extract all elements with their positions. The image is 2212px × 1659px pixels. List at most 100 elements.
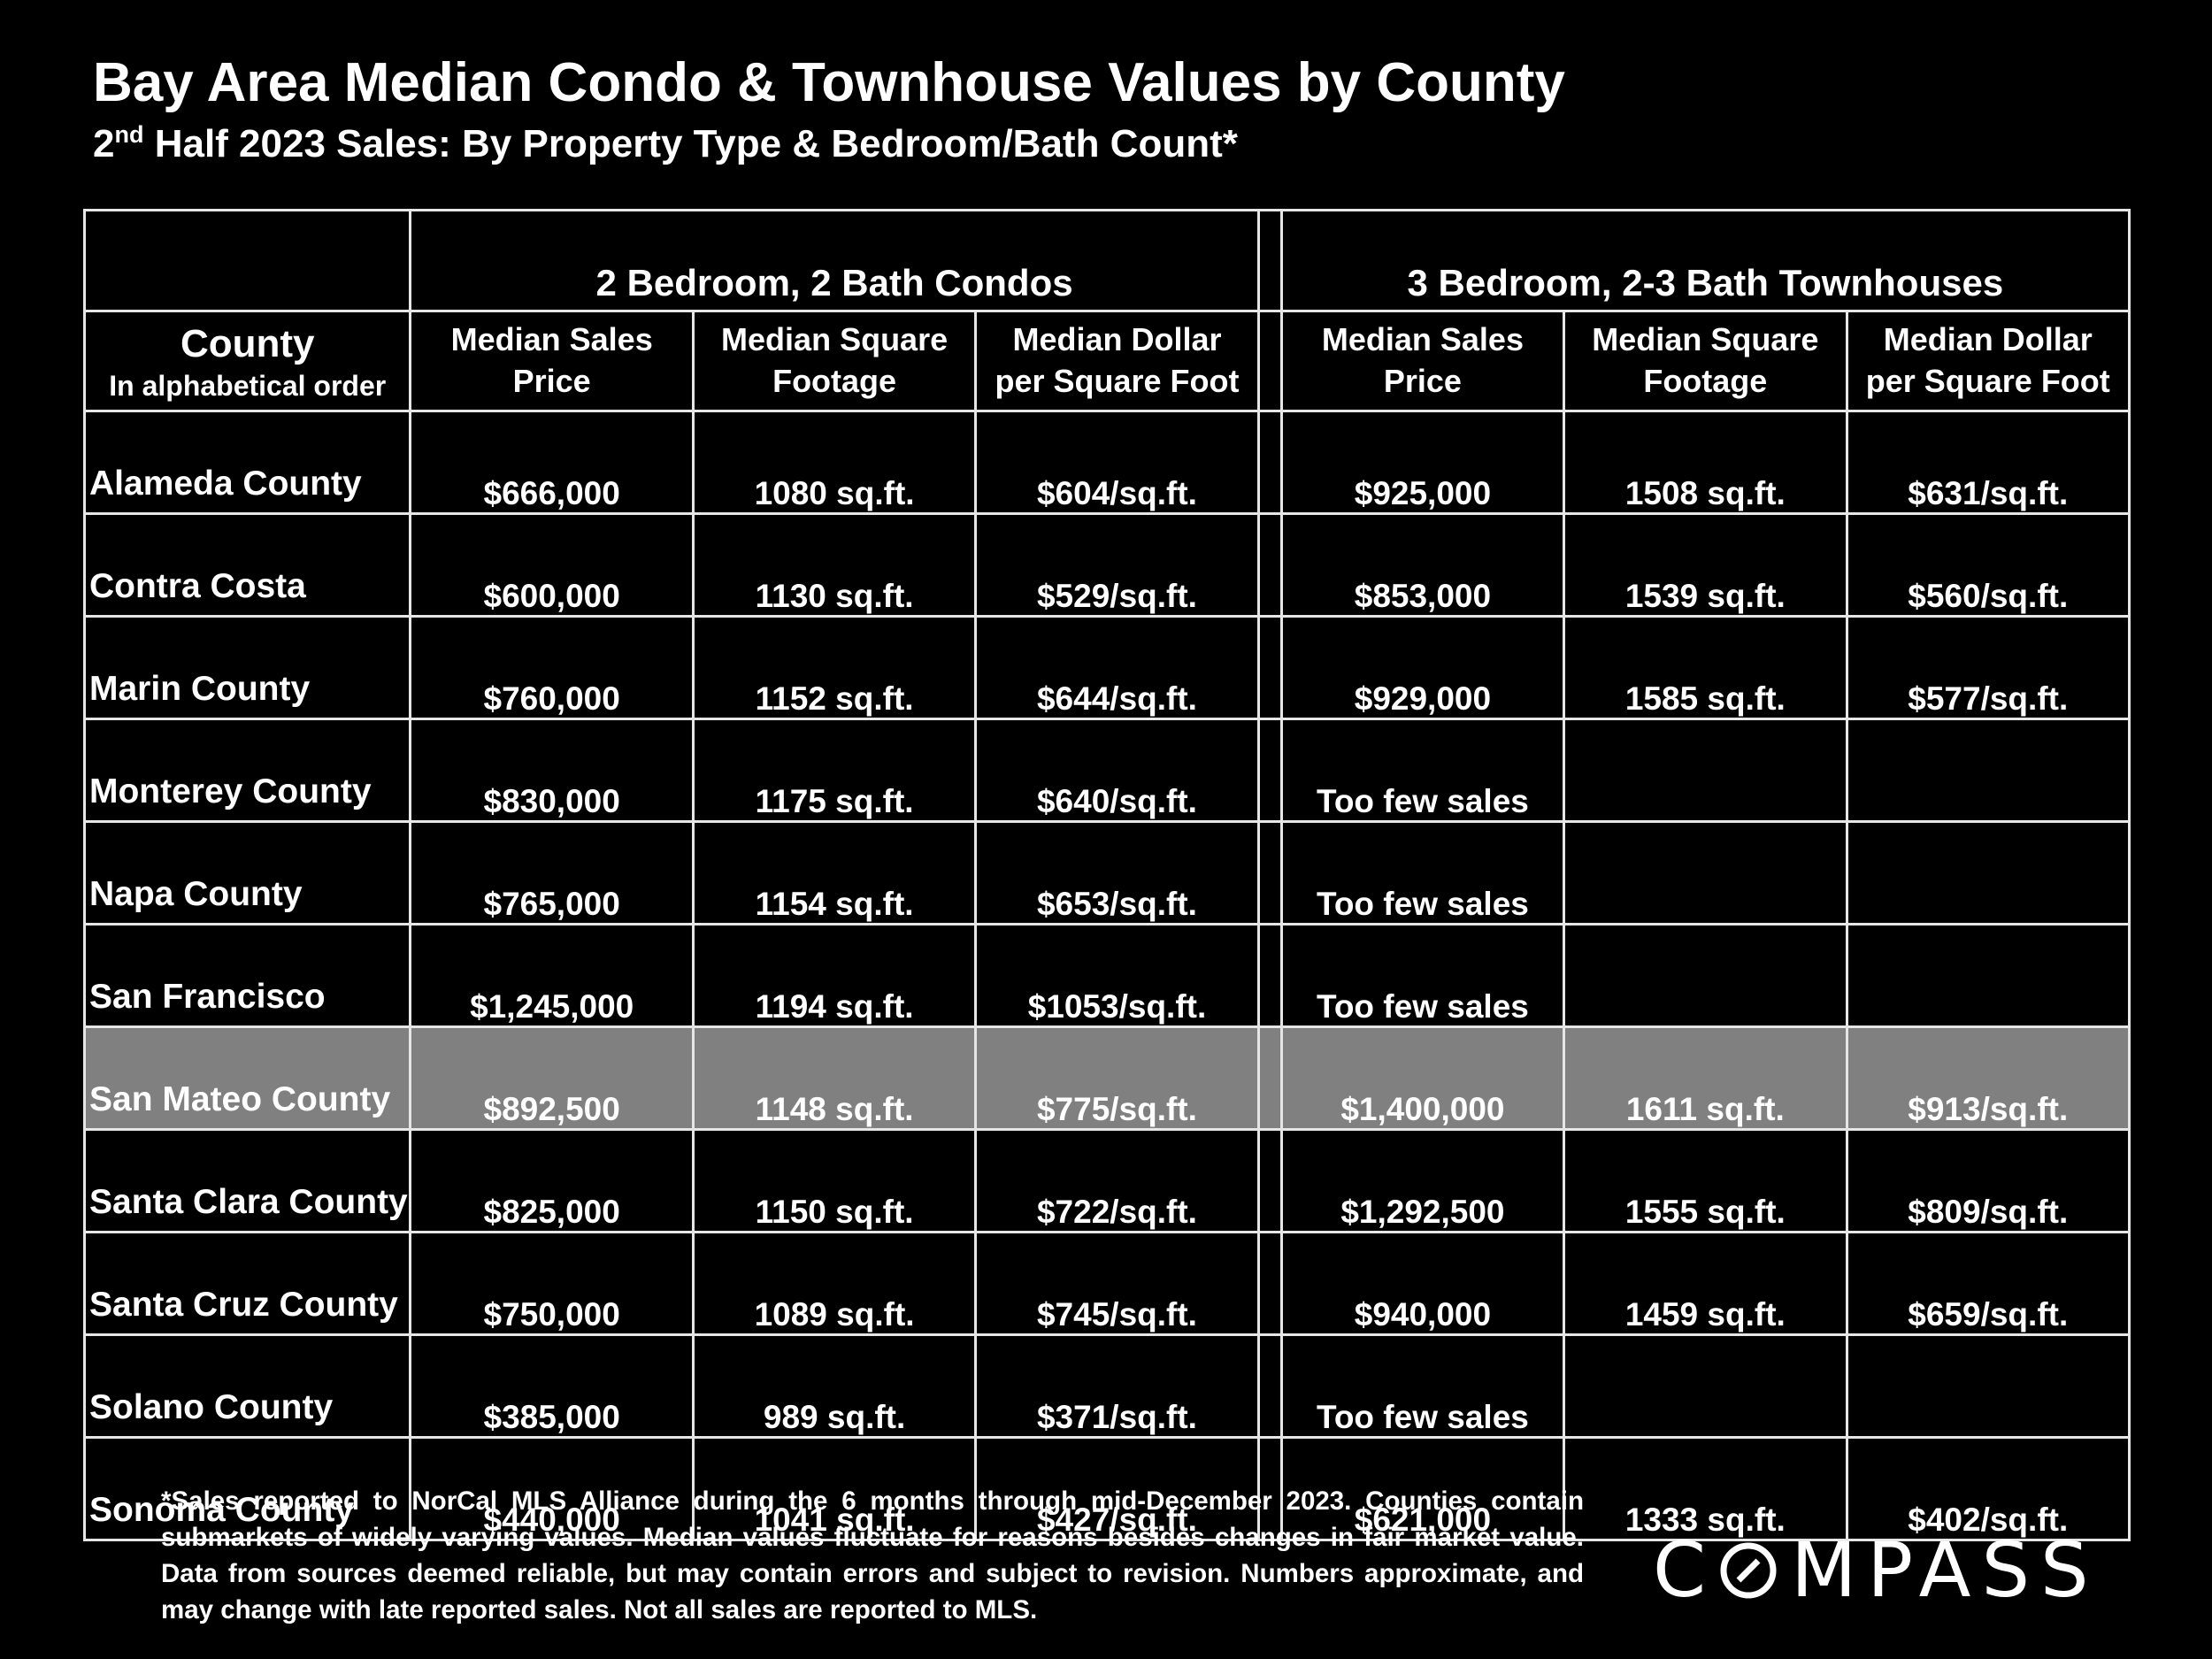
- condo-sqft-cell: 989 sq.ft.: [691, 1333, 978, 1439]
- county-name-cell: Sonoma County: [82, 1436, 412, 1541]
- header-line2: Price: [512, 363, 591, 399]
- condo-sqft-cell: 1089 sq.ft.: [691, 1231, 978, 1336]
- empty-corner-cell: [82, 209, 412, 312]
- town-sqft-cell: 1459 sq.ft.: [1563, 1231, 1848, 1336]
- condo-sqft-header: Median Square Footage: [691, 310, 978, 412]
- town-price-cell: $940,000: [1279, 1231, 1566, 1336]
- town-sqft-cell: [1563, 923, 1848, 1028]
- column-header-row: County In alphabetical order Median Sale…: [82, 310, 2131, 412]
- condo-price-cell: $440,000: [409, 1436, 695, 1541]
- county-name-cell: San Mateo County: [82, 1025, 412, 1131]
- town-sqft-cell: 1611 sq.ft.: [1563, 1025, 1848, 1131]
- town-price-header: Median Sales Price: [1279, 310, 1566, 412]
- county-name-cell: Santa Cruz County: [82, 1231, 412, 1336]
- county-name-cell: Monterey County: [82, 718, 412, 823]
- condo-dollar-per-sqft-cell: $775/sq.ft.: [974, 1025, 1260, 1131]
- condo-dollar-per-sqft-header: Median Dollar per Square Foot: [974, 310, 1260, 412]
- group-separator: [1256, 718, 1283, 823]
- condo-dollar-per-sqft-cell: $640/sq.ft.: [974, 718, 1260, 823]
- footnote: *Sales reported to NorCal MLS Alliance d…: [161, 1486, 1584, 1624]
- condo-dollar-per-sqft-cell: $427/sq.ft.: [974, 1436, 1260, 1541]
- condo-sqft-cell: 1130 sq.ft.: [691, 512, 978, 618]
- town-price-cell: $925,000: [1279, 410, 1566, 515]
- group-separator: [1256, 923, 1283, 1028]
- header-line1: Median Square: [721, 321, 949, 358]
- county-name-cell: Solano County: [82, 1333, 412, 1439]
- town-dollar-per-sqft-cell: $560/sq.ft.: [1845, 512, 2131, 618]
- group-separator: [1256, 410, 1283, 515]
- town-dollar-per-sqft-cell: [1845, 923, 2131, 1028]
- compass-logo: C MPASS: [1653, 1526, 2100, 1615]
- town-sqft-cell: 1539 sq.ft.: [1563, 512, 1848, 618]
- subtitle-text: Half 2023 Sales: By Property Type & Bedr…: [143, 122, 1238, 165]
- table-row: Contra Costa $600,000 1130 sq.ft. $529/sq.f…: [82, 512, 2131, 618]
- header-line2: per Square Foot: [995, 363, 1240, 399]
- logo-text-start: C: [1653, 1526, 1717, 1615]
- town-dollar-per-sqft-header: Median Dollar per Square Foot: [1845, 310, 2131, 412]
- group-header-row: 2 Bedroom, 2 Bath Condos 3 Bedroom, 2-3 …: [82, 209, 2131, 312]
- condo-sqft-cell: 1080 sq.ft.: [691, 410, 978, 515]
- header-line2: Footage: [1643, 363, 1768, 399]
- county-column-header: County In alphabetical order: [82, 310, 412, 412]
- condo-dollar-per-sqft-cell: $604/sq.ft.: [974, 410, 1260, 515]
- header-line1: Median Sales: [1321, 321, 1524, 358]
- town-price-cell: $929,000: [1279, 615, 1566, 720]
- condo-group-header: 2 Bedroom, 2 Bath Condos: [409, 209, 1260, 312]
- table-row: San Francisco $1,245,000 1194 sq.ft. $1053/…: [82, 923, 2131, 1028]
- page-subtitle: 2nd Half 2023 Sales: By Property Type & …: [93, 122, 1238, 166]
- town-price-cell: $1,400,000: [1279, 1025, 1566, 1131]
- county-name-cell: Santa Clara County: [82, 1128, 412, 1233]
- county-name-cell: Napa County: [82, 820, 412, 926]
- county-name-cell: Alameda County: [82, 410, 412, 515]
- group-separator: [1256, 615, 1283, 720]
- townhouse-group-header: 3 Bedroom, 2-3 Bath Townhouses: [1279, 209, 2131, 312]
- condo-dollar-per-sqft-cell: $371/sq.ft.: [974, 1333, 1260, 1439]
- condo-sqft-cell: 1041 sq.ft.: [691, 1436, 978, 1541]
- condo-dollar-per-sqft-cell: $644/sq.ft.: [974, 615, 1260, 720]
- town-sqft-cell: [1563, 718, 1848, 823]
- condo-sqft-cell: 1152 sq.ft.: [691, 615, 978, 720]
- table-row: Santa Cruz County $750,000 1089 sq.ft. $745…: [82, 1231, 2131, 1336]
- condo-dollar-per-sqft-cell: $529/sq.ft.: [974, 512, 1260, 618]
- town-sqft-cell: 1333 sq.ft.: [1563, 1436, 1848, 1541]
- compass-o-svg: [1720, 1542, 1777, 1599]
- table-row: Napa County $765,000 1154 sq.ft. $653/sq.ft…: [82, 820, 2131, 926]
- header-line2: Price: [1383, 363, 1462, 399]
- town-sqft-cell: [1563, 1333, 1848, 1439]
- condo-dollar-per-sqft-cell: $653/sq.ft.: [974, 820, 1260, 926]
- header-line1: Median Sales: [450, 321, 653, 358]
- town-price-cell: $1,292,500: [1279, 1128, 1566, 1233]
- town-dollar-per-sqft-cell: [1845, 1333, 2131, 1439]
- condo-price-cell: $385,000: [409, 1333, 695, 1439]
- logo-text-end: MPASS: [1791, 1526, 2100, 1615]
- header-line1: Median Dollar: [1883, 321, 2093, 358]
- town-dollar-per-sqft-cell: $659/sq.ft.: [1845, 1231, 2131, 1336]
- county-values-table: 2 Bedroom, 2 Bath Condos 3 Bedroom, 2-3 …: [82, 209, 2131, 1541]
- condo-sqft-cell: 1148 sq.ft.: [691, 1025, 978, 1131]
- subtitle-ordinal: 2: [93, 122, 115, 165]
- county-name-cell: Contra Costa: [82, 512, 412, 618]
- condo-sqft-cell: 1154 sq.ft.: [691, 820, 978, 926]
- table-row: Solano County $385,000 989 sq.ft. $371/sq.f…: [82, 1333, 2131, 1439]
- table-row: Alameda County $666,000 1080 sq.ft. $604/sq…: [82, 410, 2131, 515]
- town-price-cell: $621,000: [1279, 1436, 1566, 1541]
- condo-sqft-cell: 1194 sq.ft.: [691, 923, 978, 1028]
- town-price-cell: Too few sales: [1279, 820, 1566, 926]
- town-dollar-per-sqft-cell: $402/sq.ft.: [1845, 1436, 2131, 1541]
- condo-sqft-cell: 1150 sq.ft.: [691, 1128, 978, 1233]
- condo-price-cell: $825,000: [409, 1128, 695, 1233]
- town-sqft-header: Median Square Footage: [1563, 310, 1848, 412]
- group-separator: [1256, 310, 1283, 412]
- group-separator: [1256, 1128, 1283, 1233]
- town-dollar-per-sqft-cell: [1845, 718, 2131, 823]
- condo-price-cell: $1,245,000: [409, 923, 695, 1028]
- condo-price-header: Median Sales Price: [409, 310, 695, 412]
- group-separator: [1256, 209, 1283, 312]
- condo-dollar-per-sqft-cell: $722/sq.ft.: [974, 1128, 1260, 1233]
- town-dollar-per-sqft-cell: $809/sq.ft.: [1845, 1128, 2131, 1233]
- table-row: Santa Clara County $825,000 1150 sq.ft. $72…: [82, 1128, 2131, 1233]
- condo-price-cell: $666,000: [409, 410, 695, 515]
- condo-dollar-per-sqft-cell: $745/sq.ft.: [974, 1231, 1260, 1336]
- town-sqft-cell: [1563, 820, 1848, 926]
- compass-o-icon: [1718, 1540, 1778, 1601]
